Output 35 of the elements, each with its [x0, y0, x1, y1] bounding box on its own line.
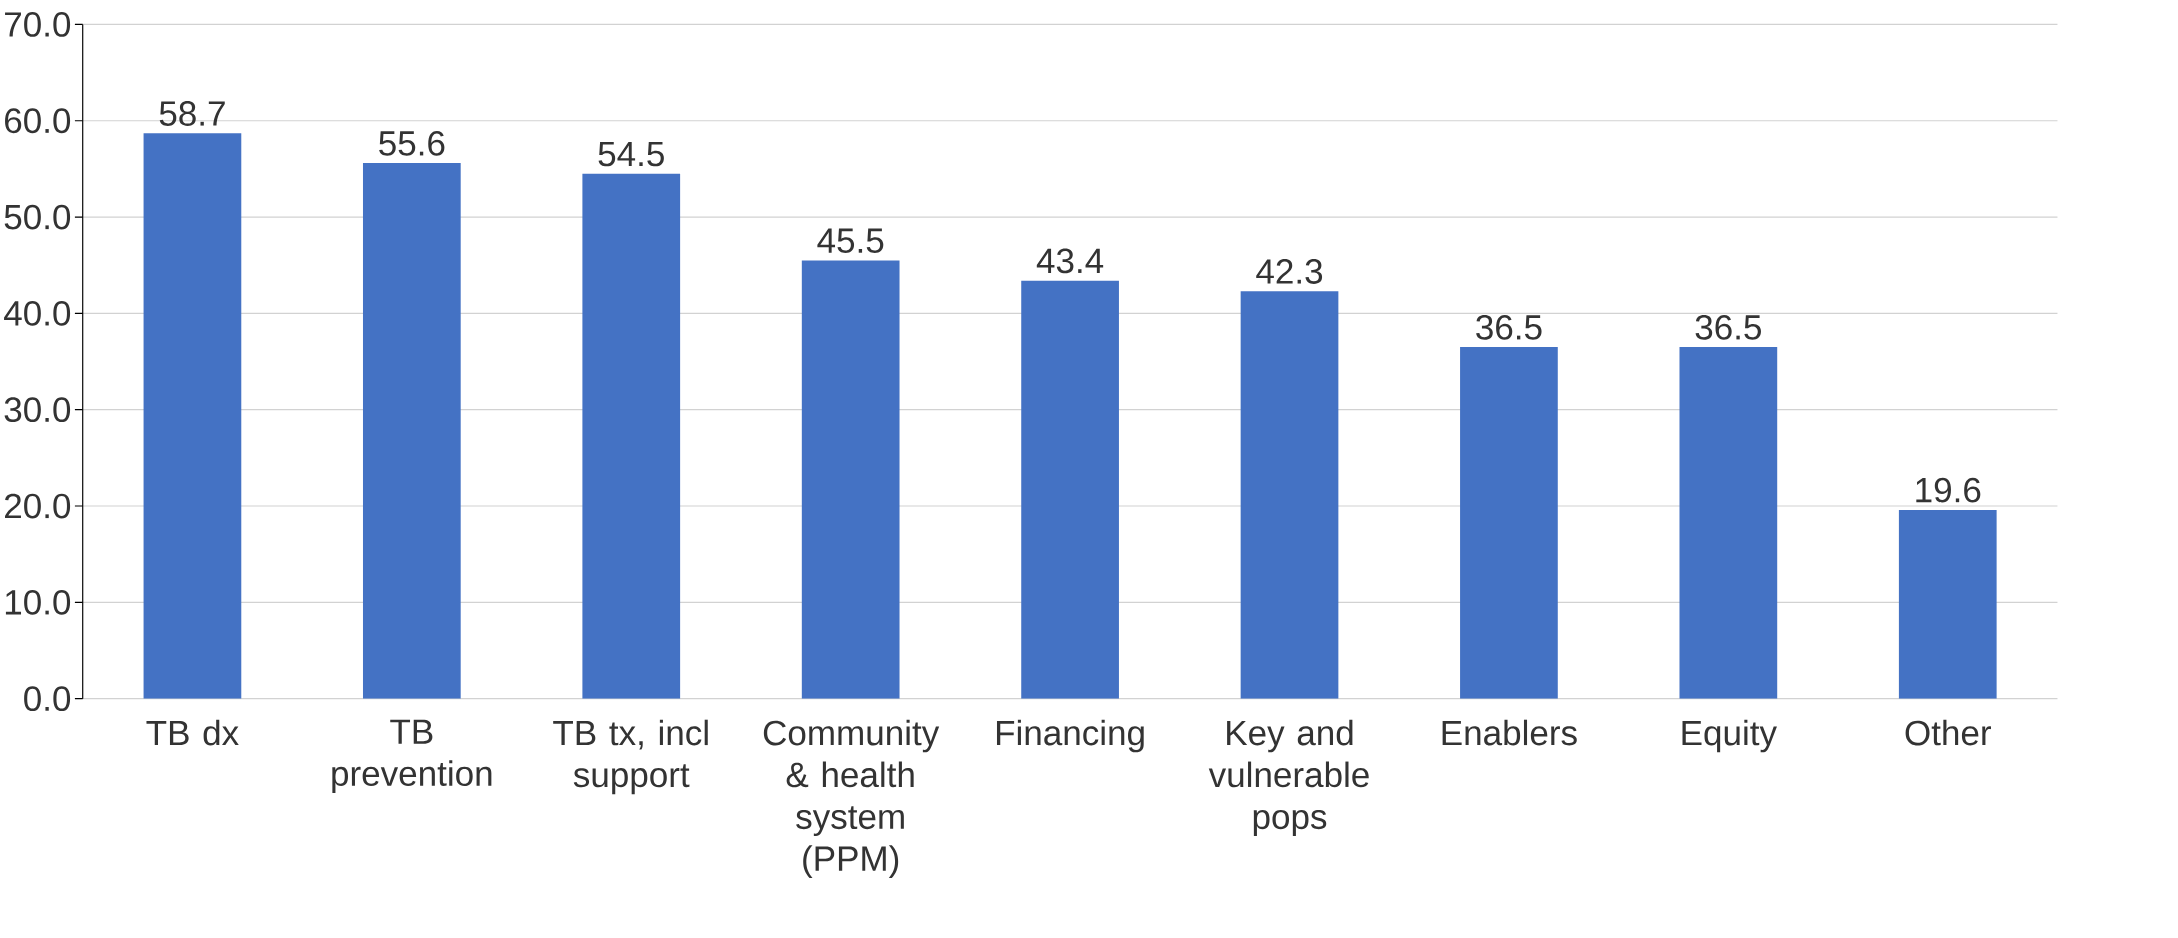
bar [1898, 509, 1997, 699]
x-tick-label: Equity [1682, 719, 1777, 753]
y-tick-label: 70.0 [5, 12, 71, 37]
data-label: 58.7 [159, 101, 225, 126]
data-label: 36.5 [1695, 314, 1761, 340]
y-tick-label: 40.0 [4, 300, 71, 326]
bar [1240, 291, 1339, 699]
bar [362, 163, 461, 699]
y-tick-label: 50.0 [4, 204, 71, 230]
y-tick-label: 0.0 [24, 686, 71, 712]
x-tick-label: TB tx, incl support [553, 719, 708, 795]
x-tick-label: TB prevention [332, 719, 492, 793]
x-tick-label: Financing [996, 719, 1144, 753]
y-tick-label: 20.0 [5, 493, 71, 519]
data-label: 36.5 [1476, 314, 1542, 340]
data-label: 43.4 [1036, 248, 1104, 274]
data-label: 55.6 [379, 130, 445, 156]
x-tick-label: Community & health system (PPM) [763, 719, 940, 878]
bar [801, 260, 900, 699]
data-label: 19.6 [1916, 477, 1981, 503]
x-tick-label: TB dx [146, 719, 239, 746]
x-tick-label: Key and vulnerable pops [1208, 719, 1369, 837]
x-tick-label: Enablers [1442, 719, 1577, 746]
bar [1679, 347, 1778, 699]
bar [1460, 347, 1558, 699]
bar [143, 133, 242, 699]
data-label: 42.3 [1256, 259, 1323, 284]
data-label: 54.5 [598, 141, 664, 167]
bar [1021, 280, 1119, 699]
y-tick-label: 60.0 [5, 108, 71, 134]
bar [582, 173, 681, 699]
data-label: 45.5 [817, 228, 884, 254]
y-tick-label: 10.0 [5, 589, 71, 615]
x-tick-label: Other [1905, 719, 1991, 746]
y-tick-label: 30.0 [4, 397, 71, 423]
